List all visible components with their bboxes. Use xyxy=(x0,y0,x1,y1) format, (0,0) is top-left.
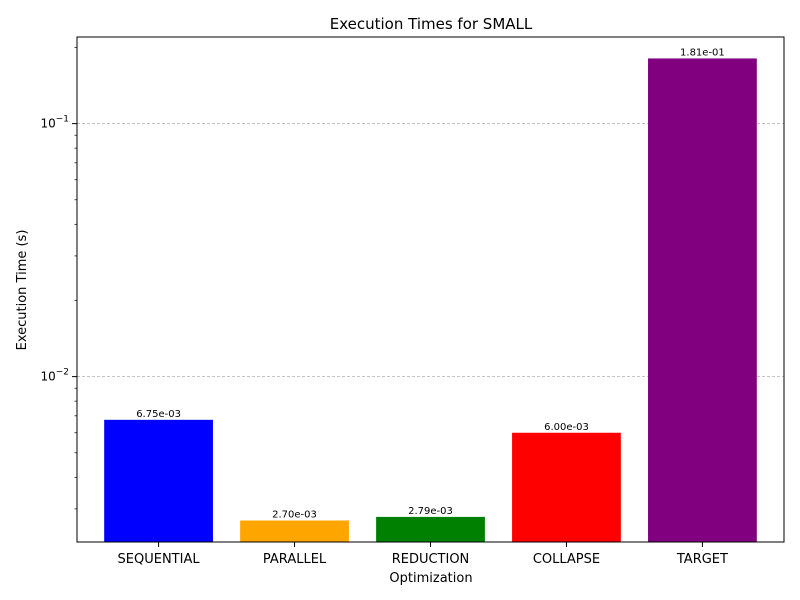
bars: 6.75e-03 2.70e-03 2.79e-03 6.00e-03 1.81e-01 xyxy=(104,47,757,543)
y-axis-label: Execution Time (s) xyxy=(15,230,30,351)
bar-target xyxy=(648,58,757,543)
bar-value-label: 6.75e-03 xyxy=(136,409,181,420)
x-axis-label: Optimization xyxy=(389,571,472,586)
gridlines xyxy=(77,123,784,378)
bar-reduction xyxy=(376,516,485,542)
bar-value-label: 6.00e-03 xyxy=(544,422,589,433)
bar-parallel xyxy=(240,520,349,542)
y-tick-label: 10−1 xyxy=(40,115,69,131)
bar-value-label: 2.79e-03 xyxy=(408,506,453,517)
y-axis: 10−2 10−1 xyxy=(40,47,77,510)
x-tick-label: SEQUENTIAL xyxy=(118,552,201,567)
bar-value-label: 1.81e-01 xyxy=(680,47,725,58)
chart-title: Execution Times for SMALL xyxy=(330,15,533,33)
bar-collapse xyxy=(512,432,621,542)
x-axis: SEQUENTIAL PARALLEL REDUCTION COLLAPSE TARGE… xyxy=(118,542,728,567)
x-tick-label: COLLAPSE xyxy=(533,552,600,567)
bar-sequential xyxy=(104,419,213,542)
plot-frame xyxy=(76,36,785,543)
x-tick-label: TARGET xyxy=(676,552,728,567)
x-tick-label: PARALLEL xyxy=(263,552,327,567)
bar-value-label: 2.70e-03 xyxy=(272,509,317,520)
x-tick-label: REDUCTION xyxy=(392,552,470,567)
y-tick-label: 10−2 xyxy=(40,368,69,384)
